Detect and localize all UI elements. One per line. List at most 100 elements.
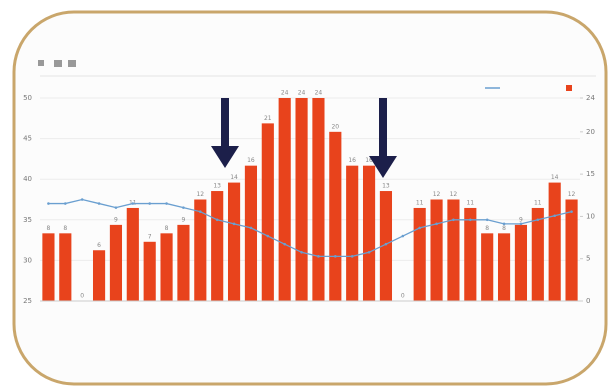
arrow-shaft xyxy=(379,98,387,158)
line xyxy=(48,198,572,257)
line-point xyxy=(469,218,472,222)
y-tick-label: 40 xyxy=(23,175,32,183)
line-point xyxy=(47,202,50,205)
value-label: 6 xyxy=(97,242,101,249)
line-point xyxy=(317,255,320,258)
value-label: 8 xyxy=(165,225,169,232)
bar xyxy=(548,182,561,301)
line-point xyxy=(148,202,151,205)
line-point xyxy=(570,210,573,213)
value-label: 11 xyxy=(416,199,424,206)
value-label: 0 xyxy=(401,293,405,300)
legend-swatch xyxy=(566,85,572,91)
line-point xyxy=(165,202,168,205)
bar xyxy=(430,199,443,301)
line-point xyxy=(131,202,135,205)
line-point xyxy=(367,250,371,254)
value-label: 16 xyxy=(348,157,356,164)
line-point xyxy=(536,218,540,222)
value-label: 8 xyxy=(502,225,506,232)
bar xyxy=(413,207,426,301)
value-label: 12 xyxy=(450,191,458,198)
line-point xyxy=(232,222,236,226)
y-tick-label: 25 xyxy=(23,297,32,305)
tool-icon xyxy=(54,60,62,67)
value-label: 13 xyxy=(213,183,221,190)
y2-tick-label: 10 xyxy=(586,212,595,220)
bar xyxy=(464,207,477,301)
bar xyxy=(346,165,359,301)
y2-tick-label: 15 xyxy=(586,170,595,178)
bar xyxy=(312,98,325,301)
value-label: 24 xyxy=(298,90,306,97)
arrow-head xyxy=(369,156,397,178)
value-label: 9 xyxy=(182,216,186,223)
line-point xyxy=(519,222,523,226)
arrow-shaft xyxy=(221,98,229,148)
line-point xyxy=(435,222,438,226)
tool-icon xyxy=(68,60,76,67)
line-point xyxy=(418,226,421,230)
value-label: 12 xyxy=(196,191,204,198)
value-label: 8 xyxy=(485,225,489,232)
line-point xyxy=(266,234,270,238)
bar xyxy=(109,224,123,301)
line-point xyxy=(182,206,185,209)
toolbar xyxy=(38,60,76,67)
value-label: 14 xyxy=(230,174,238,181)
line-point xyxy=(334,255,337,258)
y2-tick-label: 0 xyxy=(586,297,590,305)
bar xyxy=(497,233,511,301)
frame xyxy=(12,10,608,386)
y-tick-label: 45 xyxy=(23,135,32,143)
bar xyxy=(531,207,544,301)
value-label: 13 xyxy=(382,183,390,190)
value-label: 9 xyxy=(114,216,118,223)
bar xyxy=(59,233,72,301)
line-point xyxy=(199,210,202,213)
line-point xyxy=(64,202,67,205)
value-label: 11 xyxy=(534,199,542,206)
value-label: 21 xyxy=(264,115,272,122)
arrow-head xyxy=(211,146,239,168)
bar xyxy=(143,241,156,301)
value-label: 7 xyxy=(148,233,152,240)
value-label: 14 xyxy=(551,174,559,181)
bar xyxy=(92,250,106,301)
bar xyxy=(160,233,173,301)
y-tick-label: 35 xyxy=(23,216,32,224)
bar xyxy=(362,165,376,301)
bar xyxy=(244,165,258,301)
bar xyxy=(177,224,190,301)
line-point xyxy=(350,255,354,258)
bar xyxy=(126,207,139,301)
bar xyxy=(261,123,274,301)
bar xyxy=(194,199,207,301)
bar xyxy=(329,131,342,301)
bar xyxy=(447,199,460,301)
y-tick-label: 50 xyxy=(23,94,32,102)
y-tick-label: 30 xyxy=(23,256,32,264)
value-label: 8 xyxy=(63,225,67,232)
value-label: 16 xyxy=(365,157,373,164)
bar xyxy=(278,98,291,301)
line-point xyxy=(300,250,303,254)
value-label: 8 xyxy=(47,225,51,232)
line-point xyxy=(401,234,405,238)
line-point xyxy=(249,226,253,230)
value-label: 9 xyxy=(519,216,523,223)
value-label: 20 xyxy=(331,123,339,130)
bar xyxy=(514,224,528,301)
line-point xyxy=(114,206,118,209)
line-point xyxy=(384,242,388,246)
value-label: 12 xyxy=(433,191,441,198)
y2-tick-label: 5 xyxy=(586,255,590,263)
line-point xyxy=(452,218,455,222)
bar xyxy=(565,199,578,301)
tool-icon xyxy=(38,60,44,66)
line-point xyxy=(215,218,219,222)
line-point xyxy=(502,222,506,226)
line-point xyxy=(485,218,489,222)
bar xyxy=(42,233,55,301)
